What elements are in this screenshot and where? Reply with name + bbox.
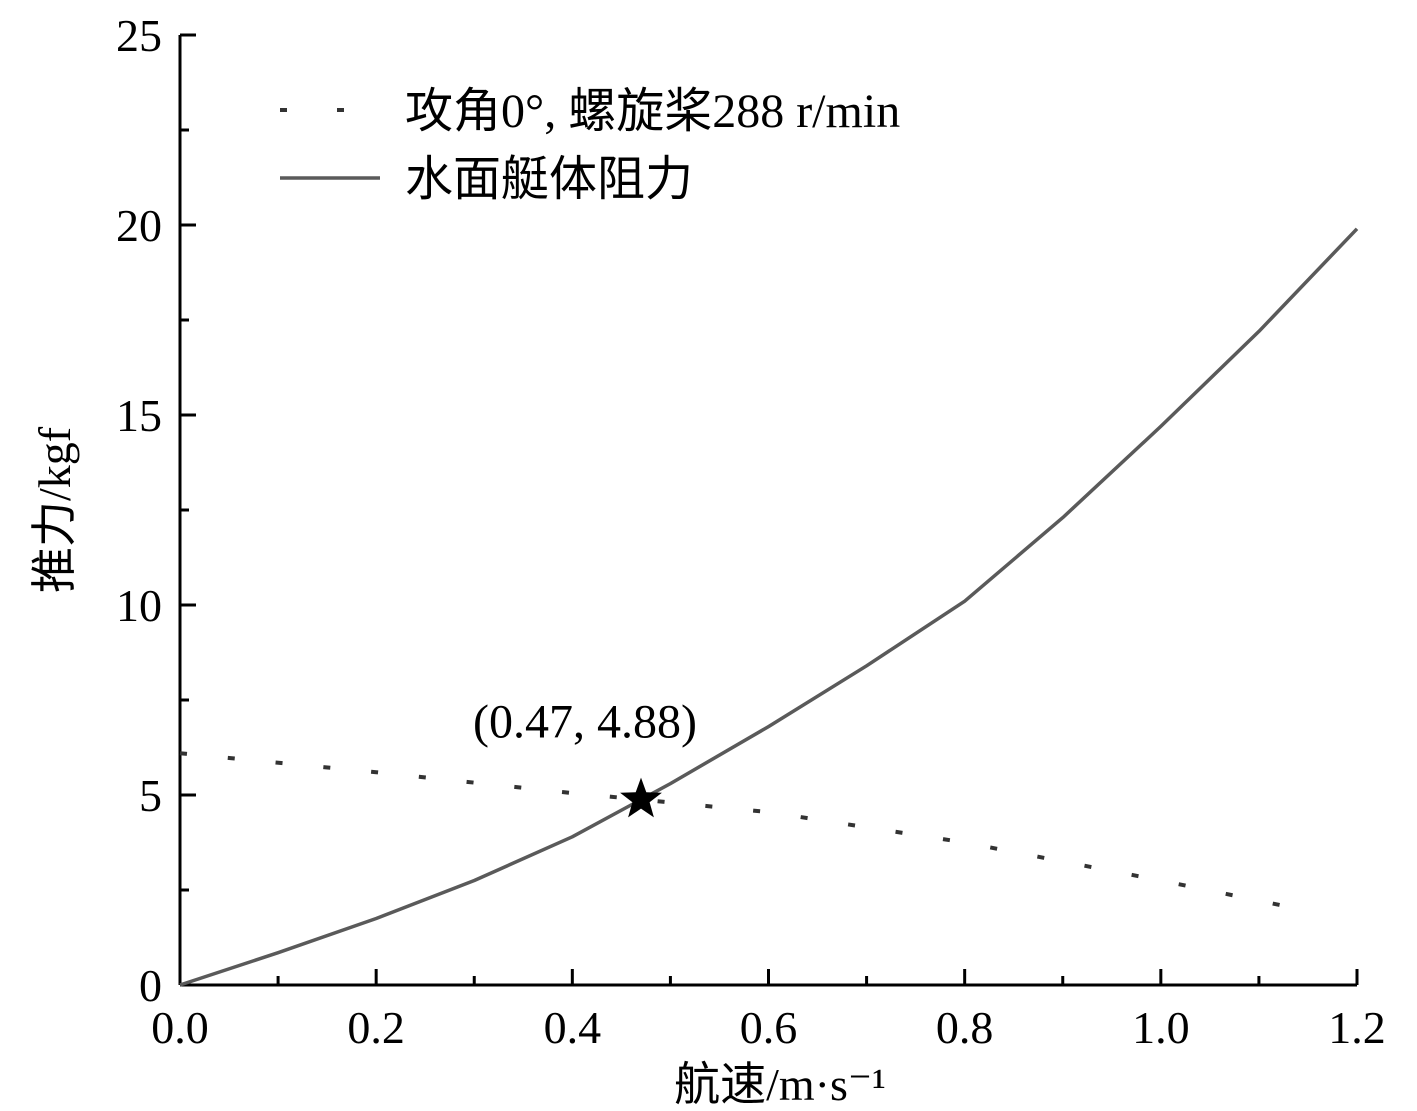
y-tick-label: 15 [116,390,162,441]
x-tick-label: 1.0 [1132,1002,1190,1053]
x-axis-label: 航速/m·s⁻¹ [674,1059,886,1110]
y-axis-label: 推力/kgf [29,426,80,593]
axes: 0.0 0.2 0.4 0.6 0.8 1.0 1.2 0 5 10 15 20 25 [116,10,1386,1053]
x-tick-label: 0.2 [347,1002,405,1053]
intersection-label: (0.47, 4.88) [473,696,697,749]
series-line-2 [179,227,1359,987]
x-tick-label: 0.6 [740,1002,798,1053]
star-marker [620,777,662,818]
y-tick-label: 25 [116,10,162,61]
legend: 攻角0°, 螺旋桨288 r/min 水面艇体阻力 [280,85,900,206]
x-tick-label: 0.0 [151,1002,209,1053]
annotation-layer: (0.47, 4.88) [473,696,697,818]
x-tick-label: 0.8 [936,1002,994,1053]
series-layer [179,227,1359,987]
legend-label-1: 攻角0°, 螺旋桨288 r/min [405,85,900,138]
y-tick-label: 20 [116,200,162,251]
x-tick-label: 1.2 [1328,1002,1386,1053]
y-tick-label: 10 [116,580,162,631]
x-tick-label: 0.4 [544,1002,602,1053]
y-tick-label: 0 [139,960,162,1011]
legend-label-2: 水面艇体阻力 [405,153,693,206]
y-tick-label: 5 [139,770,162,821]
series-line-1 [179,751,1319,915]
